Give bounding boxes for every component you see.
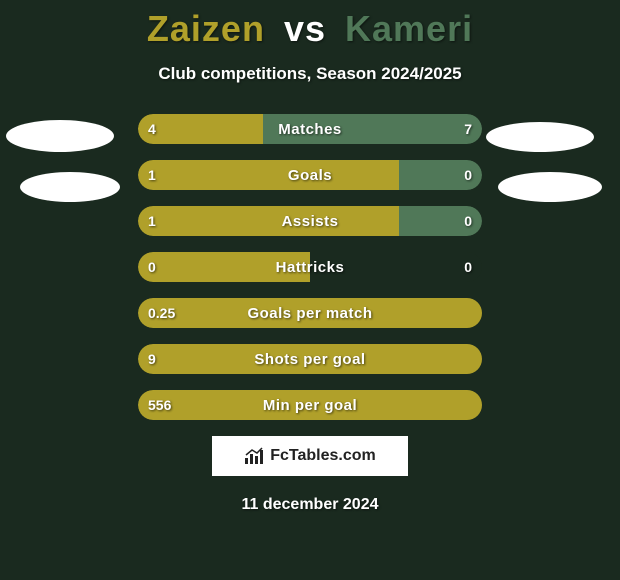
comparison-title: Zaizen vs Kameri	[0, 0, 620, 50]
brand-text: FcTables.com	[270, 447, 376, 465]
stat-fill-left	[138, 298, 482, 328]
stat-fill-left	[138, 206, 399, 236]
player1-name: Zaizen	[147, 8, 265, 49]
stat-row: Goals10	[138, 160, 482, 190]
brand-badge: FcTables.com	[212, 436, 408, 476]
stat-row: Assists10	[138, 206, 482, 236]
stat-fill-right	[263, 114, 482, 144]
stat-fill-right	[399, 206, 482, 236]
stats-bars-area: Matches47 Goals10 Assists10 Hattricks00 Goal…	[0, 114, 620, 420]
date-text: 11 december 2024	[0, 496, 620, 514]
stat-fill-left	[138, 252, 310, 282]
stat-row: Goals per match0.25	[138, 298, 482, 328]
stat-fill-left	[138, 344, 482, 374]
player2-name: Kameri	[345, 8, 473, 49]
vs-separator: vs	[284, 8, 326, 49]
stat-fill-right	[399, 160, 482, 190]
stat-fill-left	[138, 114, 263, 144]
stat-row: Matches47	[138, 114, 482, 144]
stat-row: Shots per goal9	[138, 344, 482, 374]
chart-icon	[244, 447, 266, 465]
stat-value-right: 0	[464, 252, 472, 282]
stat-row: Hattricks00	[138, 252, 482, 282]
subtitle: Club competitions, Season 2024/2025	[0, 64, 620, 84]
stat-fill-left	[138, 390, 482, 420]
stat-row: Min per goal556	[138, 390, 482, 420]
stat-fill-left	[138, 160, 399, 190]
